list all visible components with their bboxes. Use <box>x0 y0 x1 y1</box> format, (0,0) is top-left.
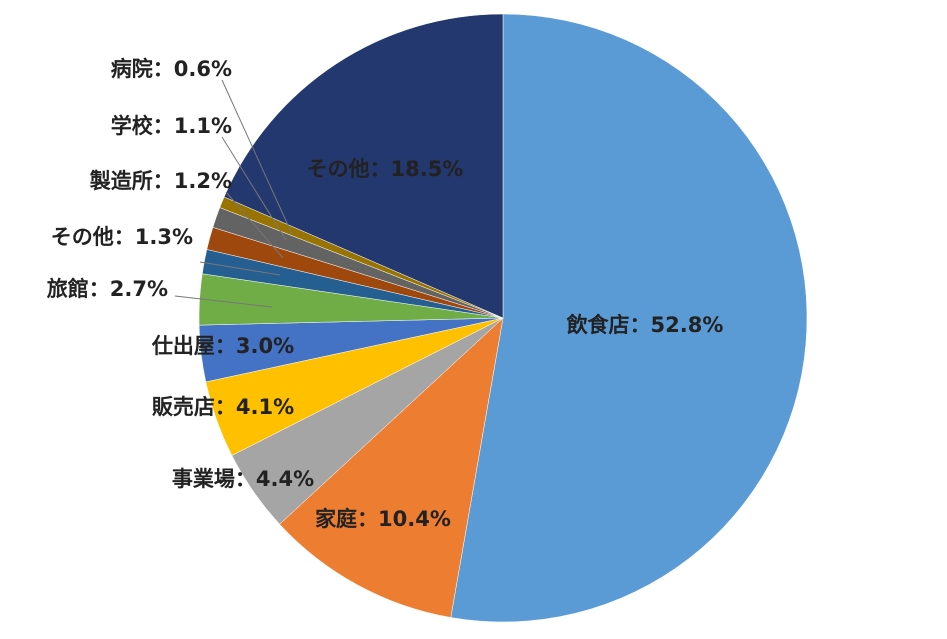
data-label: その他：1.3% <box>51 225 193 249</box>
value-label: ：18.5% <box>370 157 464 181</box>
value-label: ：1.1% <box>153 114 232 138</box>
category-label: 飲食店 <box>566 313 630 337</box>
category-label: 販売店 <box>152 395 215 419</box>
category-label: 仕出屋 <box>151 334 215 358</box>
value-label: ：3.0% <box>215 334 294 358</box>
data-label: 販売店：4.1% <box>152 395 294 419</box>
value-label: ：1.3% <box>114 225 193 249</box>
category-label: 家庭 <box>315 507 357 531</box>
value-label: ：1.2% <box>153 169 232 193</box>
data-label: 製造所：1.2% <box>89 169 232 193</box>
data-label: その他：18.5% <box>307 157 464 181</box>
leader-line <box>199 261 281 276</box>
data-label: 家庭：10.4% <box>315 507 451 531</box>
data-label: 仕出屋：3.0% <box>151 334 294 358</box>
pie-slice <box>223 13 504 319</box>
category-label: その他 <box>307 157 370 181</box>
leader-line <box>221 79 293 235</box>
data-label: 旅館：2.7% <box>47 277 168 301</box>
value-label: ：2.7% <box>89 277 168 301</box>
leader-line <box>174 295 273 308</box>
category-label: その他 <box>51 225 114 249</box>
value-label: ：10.4% <box>357 507 451 531</box>
pie-slice <box>279 317 504 618</box>
data-label: 事業場：4.4% <box>172 467 314 491</box>
value-label: ：0.6% <box>153 57 232 81</box>
category-label: 事業場 <box>172 467 235 491</box>
data-label: 病院：0.6% <box>111 57 232 81</box>
category-label: 学校 <box>111 114 154 138</box>
category-label: 製造所 <box>89 169 153 193</box>
data-label: 学校：1.1% <box>111 114 232 138</box>
category-label: 旅館 <box>47 277 89 301</box>
value-label: ：4.1% <box>215 395 294 419</box>
value-label: ：52.8% <box>630 313 724 337</box>
leader-line <box>225 191 284 259</box>
data-label: 飲食店：52.8% <box>566 313 724 337</box>
value-label: ：4.4% <box>235 467 314 491</box>
leader-line <box>221 136 287 241</box>
pie-slice <box>450 13 808 623</box>
category-label: 病院 <box>111 57 153 81</box>
